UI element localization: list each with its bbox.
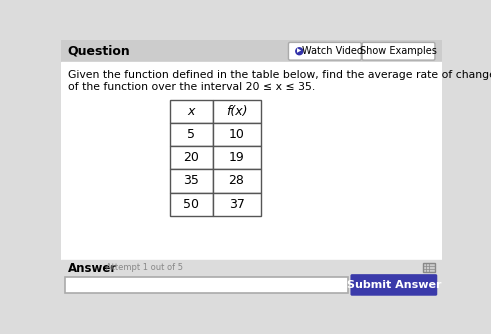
Bar — [213, 192, 261, 216]
Text: 37: 37 — [229, 198, 245, 211]
Text: ▶: ▶ — [297, 49, 301, 54]
Bar — [213, 100, 261, 123]
Text: Watch Video: Watch Video — [302, 46, 363, 56]
Bar — [170, 123, 213, 146]
Text: f(x): f(x) — [226, 105, 247, 118]
Text: Attempt 1 out of 5: Attempt 1 out of 5 — [106, 264, 183, 273]
Text: 19: 19 — [229, 151, 245, 164]
Bar — [170, 192, 213, 216]
Text: 28: 28 — [229, 174, 245, 187]
Bar — [170, 146, 213, 169]
Circle shape — [296, 48, 303, 55]
Text: Answer: Answer — [68, 262, 117, 275]
Text: 5: 5 — [187, 128, 195, 141]
Bar — [170, 100, 213, 123]
Bar — [61, 40, 442, 62]
FancyBboxPatch shape — [362, 42, 435, 60]
Bar — [65, 277, 348, 293]
Text: Show Examples: Show Examples — [360, 46, 437, 56]
Bar — [423, 264, 435, 272]
Bar — [213, 146, 261, 169]
Text: 50: 50 — [183, 198, 199, 211]
FancyBboxPatch shape — [288, 42, 361, 60]
Text: Question: Question — [68, 44, 130, 57]
Text: Submit Answer: Submit Answer — [347, 280, 441, 290]
Text: 10: 10 — [229, 128, 245, 141]
Text: 20: 20 — [183, 151, 199, 164]
Text: Given the function defined in the table below, find the average rate of change, : Given the function defined in the table … — [68, 70, 491, 80]
Bar — [61, 260, 442, 297]
Text: x: x — [188, 105, 195, 118]
Bar — [213, 169, 261, 192]
Bar — [213, 123, 261, 146]
FancyBboxPatch shape — [351, 274, 437, 296]
Bar — [170, 169, 213, 192]
Text: 35: 35 — [183, 174, 199, 187]
Text: of the function over the interval 20 ≤ x ≤ 35.: of the function over the interval 20 ≤ x… — [68, 82, 315, 92]
Bar — [61, 62, 442, 266]
